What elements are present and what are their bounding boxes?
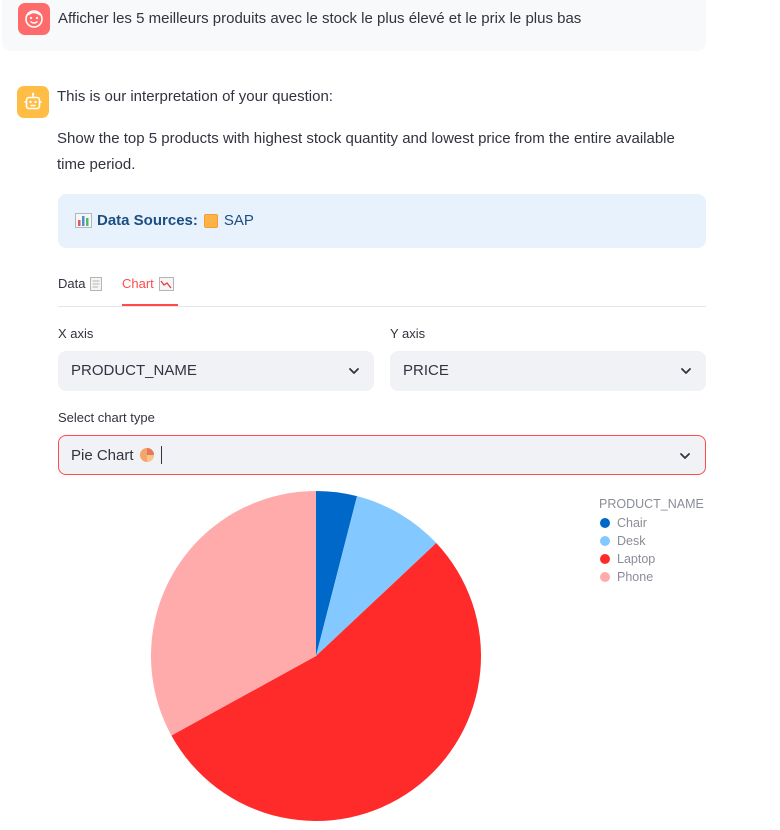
legend-label: Phone bbox=[617, 570, 654, 584]
legend-swatch bbox=[600, 572, 610, 582]
tab-data-label: Data bbox=[58, 276, 86, 291]
pie-slice-phone[interactable] bbox=[150, 491, 316, 736]
chart-type-select[interactable]: Pie Chart bbox=[58, 435, 706, 475]
tab-bar: Data Chart bbox=[58, 268, 706, 307]
x-axis-select[interactable]: PRODUCT_NAME bbox=[58, 351, 374, 391]
x-axis-label: X axis bbox=[58, 326, 94, 341]
legend-title: PRODUCT_NAME bbox=[599, 497, 704, 511]
chevron-down-icon bbox=[681, 368, 691, 374]
data-sources-label: Data Sources: bbox=[97, 212, 198, 229]
user-message: Afficher les 5 meilleurs produits avec l… bbox=[2, 0, 706, 51]
pie-icon bbox=[139, 448, 154, 462]
data-sources-box: Data Sources: SAP bbox=[58, 194, 706, 248]
robot-icon bbox=[24, 92, 42, 110]
y-axis-select[interactable]: PRICE bbox=[390, 351, 706, 391]
user-face-icon bbox=[25, 10, 43, 28]
legend-label: Chair bbox=[617, 516, 647, 530]
legend-item-chair[interactable]: Chair bbox=[600, 516, 647, 530]
assistant-intro: This is our interpretation of your quest… bbox=[57, 88, 333, 105]
assistant-interpretation: Show the top 5 products with highest sto… bbox=[57, 130, 675, 173]
orange-square-icon bbox=[203, 213, 218, 228]
active-tab-indicator bbox=[122, 304, 178, 306]
bar-chart-icon bbox=[75, 213, 92, 228]
legend-item-phone[interactable]: Phone bbox=[600, 570, 653, 584]
chart-icon bbox=[158, 276, 174, 291]
legend-item-desk[interactable]: Desk bbox=[600, 534, 645, 548]
y-axis-value: PRICE bbox=[403, 362, 449, 379]
legend-swatch bbox=[600, 536, 610, 546]
tab-chart[interactable]: Chart bbox=[122, 276, 174, 291]
legend-label: Desk bbox=[617, 534, 646, 548]
y-axis-label: Y axis bbox=[390, 326, 426, 341]
user-message-text: Afficher les 5 meilleurs produits avec l… bbox=[58, 10, 582, 27]
chevron-down-icon bbox=[349, 368, 359, 374]
user-avatar bbox=[18, 3, 50, 35]
tab-chart-label: Chart bbox=[122, 276, 154, 291]
chart-type-label: Select chart type bbox=[58, 410, 155, 425]
x-axis-value: PRODUCT_NAME bbox=[71, 362, 197, 379]
document-icon bbox=[90, 276, 103, 291]
pie-slice-laptop[interactable] bbox=[171, 543, 481, 821]
assistant-avatar bbox=[17, 86, 49, 118]
data-sources-value: SAP bbox=[223, 212, 254, 229]
legend-label: Laptop bbox=[617, 552, 656, 566]
chart-type-value: Pie Chart bbox=[71, 446, 134, 464]
legend-swatch bbox=[600, 518, 610, 528]
text-cursor bbox=[160, 446, 162, 464]
legend-item-laptop[interactable]: Laptop bbox=[600, 552, 655, 566]
tab-data[interactable]: Data bbox=[58, 276, 103, 291]
chevron-down-icon bbox=[680, 453, 690, 459]
pie-slice-desk[interactable] bbox=[316, 496, 437, 656]
pie-slice-chair[interactable] bbox=[316, 491, 358, 656]
legend-swatch bbox=[600, 554, 610, 564]
